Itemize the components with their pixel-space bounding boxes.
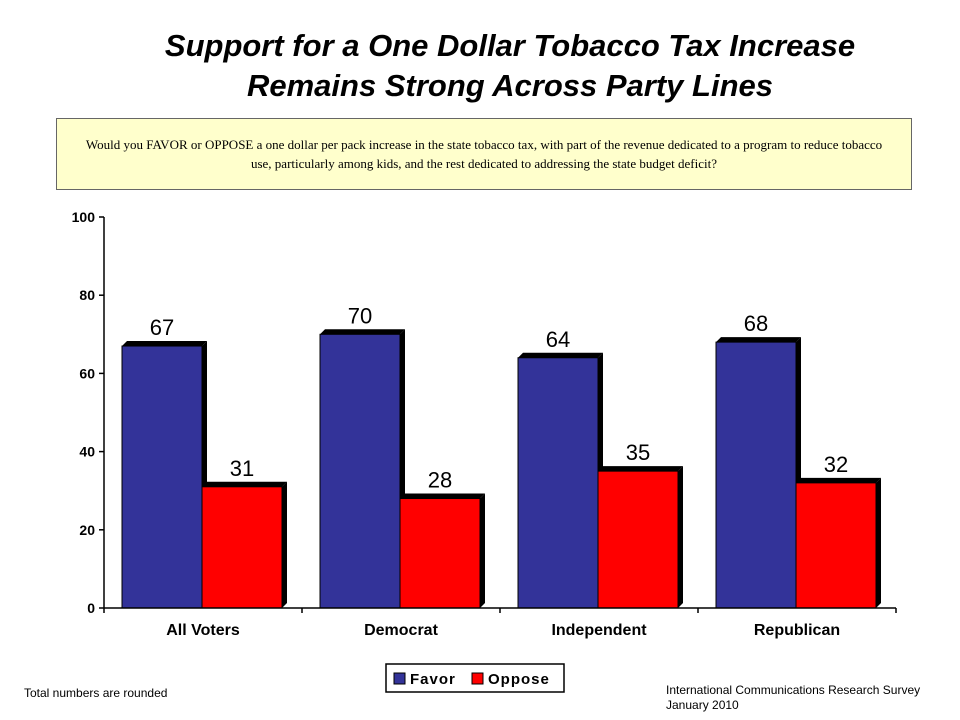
y-tick-label: 80 <box>79 287 95 303</box>
bar-top <box>202 481 287 487</box>
data-label: 64 <box>546 327 570 352</box>
bar-oppose <box>399 498 481 609</box>
legend-label-oppose: Oppose <box>488 671 550 688</box>
data-label: 32 <box>824 452 848 477</box>
footnote: Total numbers are rounded <box>24 686 168 700</box>
x-category-label: Independent <box>551 622 647 639</box>
source-line-2: January 2010 <box>666 698 739 712</box>
legend-swatch-oppose <box>471 672 484 685</box>
bar-side <box>282 481 287 608</box>
data-label: 35 <box>626 440 650 465</box>
bar-oppose <box>201 486 283 609</box>
source-line-1: International Communications Research Su… <box>666 683 921 697</box>
survey-question-box: Would you FAVOR or OPPOSE a one dollar p… <box>56 118 912 190</box>
survey-question-text: Would you FAVOR or OPPOSE a one dollar p… <box>85 137 883 171</box>
y-tick-label: 20 <box>79 522 95 538</box>
data-label: 67 <box>150 315 174 340</box>
bar-favor <box>319 333 401 609</box>
x-category-label: All Voters <box>166 622 240 639</box>
bar-favor <box>517 357 599 609</box>
y-tick-label: 100 <box>72 209 96 225</box>
bar-favor <box>121 345 203 609</box>
y-tick-label: 0 <box>87 600 95 616</box>
bar-top <box>716 337 801 343</box>
bar-top <box>796 477 881 483</box>
data-label: 31 <box>230 456 254 481</box>
x-category-label: Democrat <box>364 622 438 639</box>
bar-top <box>122 341 207 347</box>
bar-side <box>876 477 881 608</box>
title-line-1: Support for a One Dollar Tobacco Tax Inc… <box>164 28 856 63</box>
bar-side <box>678 466 683 608</box>
bar-top <box>320 329 405 335</box>
legend-swatch-favor <box>393 672 406 685</box>
data-label: 68 <box>744 311 768 336</box>
data-label: 70 <box>348 303 372 328</box>
x-category-label: Republican <box>754 622 840 639</box>
bar-side <box>480 493 485 608</box>
data-label: 28 <box>428 468 452 493</box>
source-note: International Communications Research Su… <box>666 683 920 713</box>
bar-favor <box>715 341 797 609</box>
bar-top <box>598 466 683 472</box>
chart-title: Support for a One Dollar Tobacco Tax Inc… <box>60 26 960 106</box>
bar-oppose <box>795 482 877 609</box>
bar-top <box>518 352 603 358</box>
y-tick-label: 40 <box>79 444 95 460</box>
legend-label-favor: Favor <box>410 671 456 688</box>
y-tick-label: 60 <box>79 365 95 381</box>
bar-top <box>400 493 485 499</box>
title-line-2: Remains Strong Across Party Lines <box>246 68 774 103</box>
bar-oppose <box>597 470 679 609</box>
